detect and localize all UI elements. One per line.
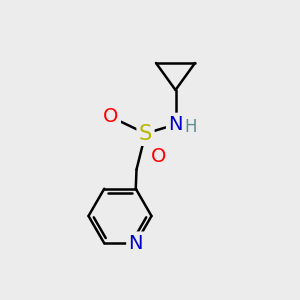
Text: O: O bbox=[151, 146, 167, 166]
Text: N: N bbox=[168, 115, 183, 134]
Text: S: S bbox=[139, 124, 152, 143]
Text: H: H bbox=[185, 118, 197, 136]
Text: N: N bbox=[128, 234, 143, 253]
Text: O: O bbox=[103, 107, 119, 127]
